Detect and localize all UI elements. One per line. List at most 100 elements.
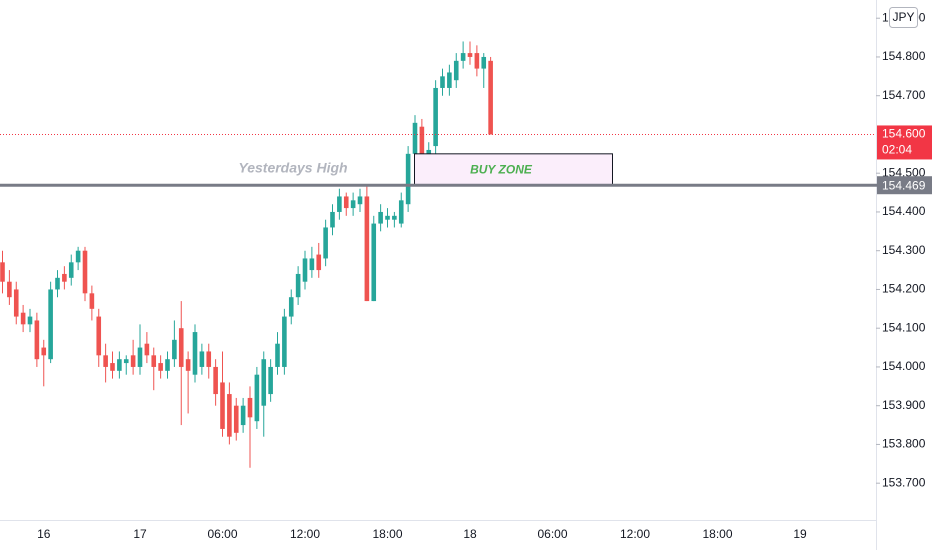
y-tick-label: 154.100	[882, 320, 926, 334]
candle-body	[405, 153, 411, 205]
candle-body	[488, 60, 493, 135]
countdown-label: 02:04	[882, 143, 912, 157]
candle-body	[474, 53, 480, 69]
y-tick-label: 153.800	[882, 437, 926, 451]
candle-body	[447, 72, 452, 88]
buy-zone-label: BUY ZONE	[470, 163, 533, 177]
candle-body	[412, 122, 418, 154]
y-tick-label: 154.500	[882, 165, 926, 179]
candle-body	[20, 312, 26, 325]
y-tick-label: 154.400	[882, 204, 926, 218]
candle-body	[144, 343, 150, 356]
candle-body	[0, 262, 5, 282]
candle-body	[68, 262, 74, 278]
candle-body	[433, 87, 438, 147]
candle-body	[192, 332, 198, 375]
candle-body	[337, 196, 342, 212]
candle-body	[467, 53, 473, 57]
y-tick-label: 154.300	[882, 243, 926, 257]
level-label-bg	[877, 176, 932, 195]
candle-body	[453, 60, 459, 81]
candle-body	[227, 394, 232, 437]
y-tick-label: 154.700	[882, 88, 926, 102]
x-tick-label: 18:00	[702, 527, 732, 541]
candle-body	[268, 366, 273, 395]
candle-body	[137, 347, 143, 367]
candle-body	[96, 316, 102, 356]
x-tick-label: 12:00	[290, 527, 320, 541]
candle-body	[62, 273, 67, 282]
candle-body	[55, 277, 60, 290]
candle-body	[41, 347, 47, 356]
x-tick-label: 19	[793, 527, 807, 541]
candle-body	[247, 397, 253, 418]
candle-body	[302, 258, 308, 282]
buy-zone	[414, 153, 613, 186]
candle-body	[385, 215, 390, 220]
candle-body	[364, 196, 370, 302]
candle-body	[27, 316, 33, 325]
candle-body	[240, 405, 246, 426]
candle-body	[481, 56, 487, 69]
candle-body	[275, 343, 280, 367]
x-tick-label: 06:00	[207, 527, 237, 541]
candle-body	[440, 76, 445, 88]
candle-body	[89, 293, 95, 309]
candle-body	[398, 200, 404, 224]
last-price-bg	[877, 125, 932, 160]
candle-body	[378, 211, 383, 224]
candle-body	[103, 355, 108, 367]
candle-body	[371, 223, 377, 302]
candle-body	[199, 351, 205, 367]
candle-body	[316, 254, 322, 271]
candle-body	[350, 200, 356, 209]
candle-body	[357, 196, 363, 205]
x-tick-label: 17	[133, 527, 147, 541]
candle-body	[254, 374, 260, 422]
candle-body	[158, 363, 163, 371]
candle-body	[343, 196, 349, 209]
y-tick-label: 153.900	[882, 398, 926, 412]
candle-body	[233, 405, 239, 433]
candle-body	[48, 289, 53, 360]
candle-body	[282, 316, 287, 367]
candle-body	[288, 297, 294, 317]
candle-body	[117, 359, 122, 371]
x-tick-label: 18:00	[372, 527, 402, 541]
candle-body	[165, 359, 170, 371]
currency-label: JPY	[892, 10, 914, 24]
candle-body	[151, 355, 157, 367]
y-tick-label: 154.800	[882, 49, 926, 63]
candle-body	[261, 359, 267, 406]
candle-body	[419, 126, 425, 162]
candle-body	[82, 250, 88, 294]
currency-badge	[889, 7, 918, 28]
candle-body	[213, 366, 218, 395]
candle-body	[130, 355, 136, 367]
candle-body	[220, 382, 225, 429]
y-tick-label: 154.200	[882, 282, 926, 296]
candle-body	[309, 258, 315, 271]
last-price-label: 154.600	[882, 127, 926, 141]
x-tick-label: 12:00	[620, 527, 650, 541]
x-tick-label: 06:00	[537, 527, 567, 541]
x-tick-label: 16	[37, 527, 51, 541]
y-tick-label: 153.700	[882, 475, 926, 489]
candle-body	[123, 359, 129, 364]
candle-body	[178, 328, 184, 367]
level-label: 154.469	[882, 178, 926, 192]
candle-body	[13, 289, 19, 317]
candle-body	[75, 250, 81, 263]
x-tick-label: 18	[463, 527, 477, 541]
candle-body	[206, 351, 212, 367]
y-tick-label: 154.000	[882, 359, 926, 373]
candle-body	[295, 273, 301, 298]
candle-body	[172, 339, 177, 360]
candle-body	[34, 320, 40, 360]
candle-body	[7, 281, 12, 298]
candle-body	[460, 53, 466, 61]
level-annotation: Yesterdays High	[238, 160, 347, 176]
